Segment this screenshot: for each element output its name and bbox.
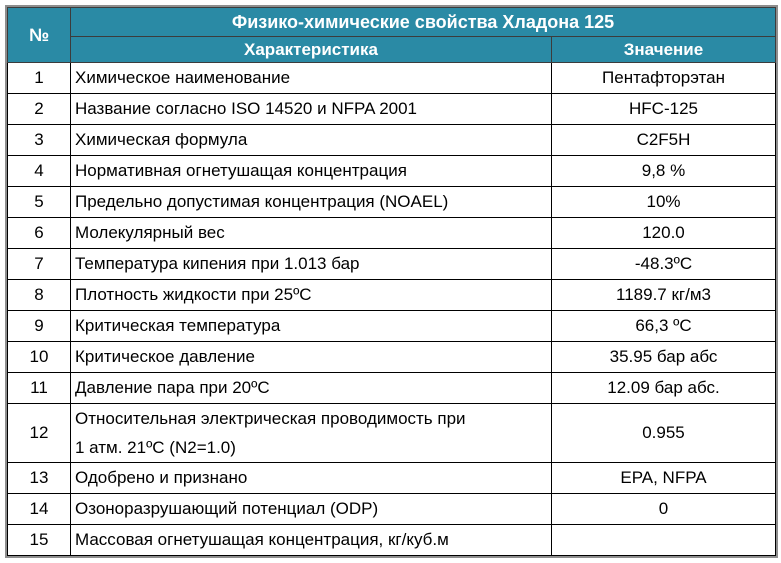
row-number: 13 xyxy=(7,462,71,494)
row-value: 0.955 xyxy=(551,403,776,463)
row-value: 9,8 % xyxy=(551,155,776,187)
row-characteristic: Химическое наименование xyxy=(70,62,552,94)
table-row: 1 Химическое наименование Пентафторэтан xyxy=(7,62,776,94)
row-characteristic: Озоноразрушающий потенциал (ODP) xyxy=(70,493,552,525)
row-characteristic: Предельно допустимая концентрация (NOAEL… xyxy=(70,186,552,218)
table-row: 13 Одобрено и признано EPA, NFPA xyxy=(7,462,776,494)
row-characteristic: Нормативная огнетушащая концентрация xyxy=(70,155,552,187)
row-characteristic: Относительная электрическая проводимость… xyxy=(70,403,552,463)
header-characteristic: Характеристика xyxy=(70,36,552,63)
row-characteristic: Массовая огнетушащая концентрация, кг/ку… xyxy=(70,524,552,556)
properties-table: № Физико-химические свойства Хладона 125… xyxy=(7,7,776,556)
table-frame: № Физико-химические свойства Хладона 125… xyxy=(5,5,778,558)
row-characteristic: Критическое давление xyxy=(70,341,552,373)
row-number: 6 xyxy=(7,217,71,249)
row-characteristic: Химическая формула xyxy=(70,124,552,156)
row-value: 0 xyxy=(551,493,776,525)
row-number: 15 xyxy=(7,524,71,556)
row-value: EPA, NFPA xyxy=(551,462,776,494)
row-characteristic: Температура кипения при 1.013 бар xyxy=(70,248,552,280)
row-value: 120.0 xyxy=(551,217,776,249)
table-row: 11 Давление пара при 20ºС 12.09 бар абс. xyxy=(7,372,776,404)
row-number: 10 xyxy=(7,341,71,373)
row-value: 35.95 бар абс xyxy=(551,341,776,373)
row-value: HFC-125 xyxy=(551,93,776,125)
row-number: 12 xyxy=(7,403,71,463)
table-row: 7 Температура кипения при 1.013 бар -48.… xyxy=(7,248,776,280)
row-value: 1189.7 кг/м3 xyxy=(551,279,776,311)
row-number: 7 xyxy=(7,248,71,280)
row-value: 10% xyxy=(551,186,776,218)
header-number: № xyxy=(7,7,71,63)
row-number: 11 xyxy=(7,372,71,404)
row-characteristic: Давление пара при 20ºС xyxy=(70,372,552,404)
row-number: 5 xyxy=(7,186,71,218)
row-characteristic: Молекулярный вес xyxy=(70,217,552,249)
table-title: Физико-химические свойства Хладона 125 xyxy=(70,7,776,37)
row-characteristic: Плотность жидкости при 25ºС xyxy=(70,279,552,311)
row-number: 3 xyxy=(7,124,71,156)
header-value: Значение xyxy=(551,36,776,63)
row-value: 66,3 ºС xyxy=(551,310,776,342)
table-row: 5 Предельно допустимая концентрация (NOA… xyxy=(7,186,776,218)
row-number: 2 xyxy=(7,93,71,125)
table-row: 6 Молекулярный вес 120.0 xyxy=(7,217,776,249)
table-row: 12 Относительная электрическая проводимо… xyxy=(7,403,776,463)
row-number: 4 xyxy=(7,155,71,187)
row-value: C2F5H xyxy=(551,124,776,156)
row-characteristic-line2: 1 атм. 21ºС (N2=1.0) xyxy=(75,438,236,457)
table-row: 3 Химическая формула C2F5H xyxy=(7,124,776,156)
row-characteristic: Название согласно ISO 14520 и NFPA 2001 xyxy=(70,93,552,125)
row-value: Пентафторэтан xyxy=(551,62,776,94)
table-row: 8 Плотность жидкости при 25ºС 1189.7 кг/… xyxy=(7,279,776,311)
row-number: 14 xyxy=(7,493,71,525)
table-row: 9 Критическая температура 66,3 ºС xyxy=(7,310,776,342)
table-row: 14 Озоноразрушающий потенциал (ODP) 0 xyxy=(7,493,776,525)
row-number: 9 xyxy=(7,310,71,342)
row-number: 8 xyxy=(7,279,71,311)
row-value xyxy=(551,524,776,556)
row-value: 12.09 бар абс. xyxy=(551,372,776,404)
row-value: -48.3ºС xyxy=(551,248,776,280)
row-characteristic: Одобрено и признано xyxy=(70,462,552,494)
table-row: 4 Нормативная огнетушащая концентрация 9… xyxy=(7,155,776,187)
properties-table-container: № Физико-химические свойства Хладона 125… xyxy=(5,5,778,563)
row-characteristic: Критическая температура xyxy=(70,310,552,342)
table-row: 2 Название согласно ISO 14520 и NFPA 200… xyxy=(7,93,776,125)
table-row: 10 Критическое давление 35.95 бар абс xyxy=(7,341,776,373)
table-row: 15 Массовая огнетушащая концентрация, кг… xyxy=(7,524,776,556)
row-characteristic-line1: Относительная электрическая проводимость… xyxy=(75,409,466,428)
row-number: 1 xyxy=(7,62,71,94)
